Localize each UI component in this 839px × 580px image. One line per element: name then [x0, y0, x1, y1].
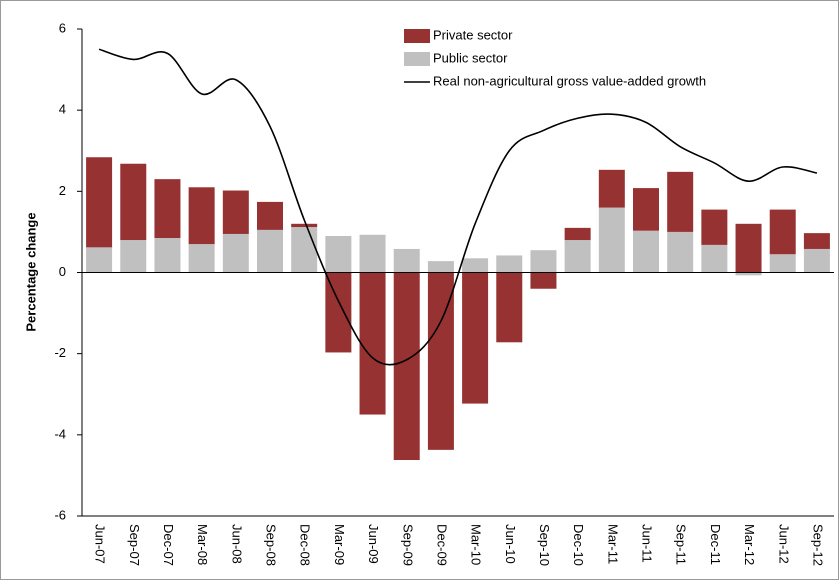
legend-swatch [404, 52, 430, 66]
bar [325, 235, 352, 273]
x-tick-label: Dec-07 [161, 524, 176, 566]
bar [86, 157, 113, 248]
bar [701, 244, 728, 273]
x-tick-label: Sep-11 [674, 524, 689, 565]
bar [427, 272, 454, 450]
bar [564, 240, 591, 273]
bar [462, 258, 489, 273]
y-tick-label: -6 [54, 507, 66, 522]
bar [633, 230, 659, 273]
bar [633, 188, 659, 231]
legend-label: Real non-agricultural gross value-added … [433, 73, 706, 88]
bar [222, 233, 249, 273]
x-tick-label: Jun-10 [503, 524, 518, 564]
x-tick-label: Jun-07 [93, 524, 108, 564]
bar [257, 229, 283, 273]
bar [188, 244, 215, 273]
bar [154, 179, 181, 239]
bar [803, 248, 830, 273]
x-tick-label: Sep-07 [127, 524, 142, 566]
y-tick-label: 2 [59, 183, 66, 198]
y-tick-label: 0 [59, 264, 66, 279]
bar [291, 227, 318, 273]
bar [496, 272, 523, 343]
x-tick-label: Jun-09 [366, 524, 381, 564]
x-tick-label: Mar-11 [605, 524, 620, 564]
bar [222, 190, 249, 234]
y-tick-label: -4 [54, 426, 66, 441]
x-tick-label: Dec-09 [434, 524, 449, 566]
line [98, 48, 818, 366]
x-tick-label: Jun-08 [229, 524, 244, 564]
bar [359, 234, 386, 273]
bar [530, 272, 557, 289]
x-tick-label: Dec-08 [298, 524, 313, 566]
x-tick-label: Sep-12 [810, 524, 825, 566]
bar [667, 171, 694, 232]
x-tick-label: Mar-12 [742, 524, 757, 565]
x-tick-label: Mar-10 [469, 524, 484, 565]
bar [188, 187, 215, 245]
bar [530, 250, 557, 273]
bar [154, 238, 181, 273]
bar [359, 272, 386, 415]
bar [393, 272, 420, 460]
x-tick-label: Sep-08 [264, 524, 279, 566]
bar [564, 227, 591, 241]
bar [735, 272, 762, 276]
bar [735, 223, 762, 273]
x-tick-label: Mar-09 [332, 524, 347, 565]
y-tick-label: 6 [59, 20, 66, 35]
legend-swatch [404, 29, 430, 43]
bar [803, 233, 830, 249]
bar [120, 163, 147, 241]
bar [86, 247, 113, 273]
bar [257, 201, 283, 230]
bar [667, 231, 694, 273]
x-tick-label: Dec-11 [708, 524, 723, 565]
bar [769, 209, 796, 255]
bar [598, 207, 625, 273]
bar [701, 209, 728, 245]
x-tick-label: Dec-10 [571, 524, 586, 566]
bar [291, 223, 318, 228]
x-tick-label: Sep-10 [537, 524, 552, 566]
bar [120, 240, 147, 273]
y-axis-label: Percentage change [23, 212, 38, 331]
y-tick-label: 4 [59, 102, 66, 117]
bar [496, 255, 523, 273]
x-tick-label: Mar-08 [195, 524, 210, 565]
bar [462, 272, 489, 404]
bar [325, 272, 352, 353]
x-tick-label: Jun-11 [640, 524, 655, 563]
y-tick-label: -2 [54, 345, 66, 360]
x-tick-label: Jun-12 [776, 524, 791, 564]
bar [769, 254, 796, 273]
bar [393, 248, 420, 273]
bar [598, 169, 625, 208]
legend-label: Public sector [433, 50, 508, 65]
bar [427, 261, 454, 273]
x-tick-label: Sep-09 [400, 524, 415, 566]
legend-label: Private sector [433, 27, 513, 42]
